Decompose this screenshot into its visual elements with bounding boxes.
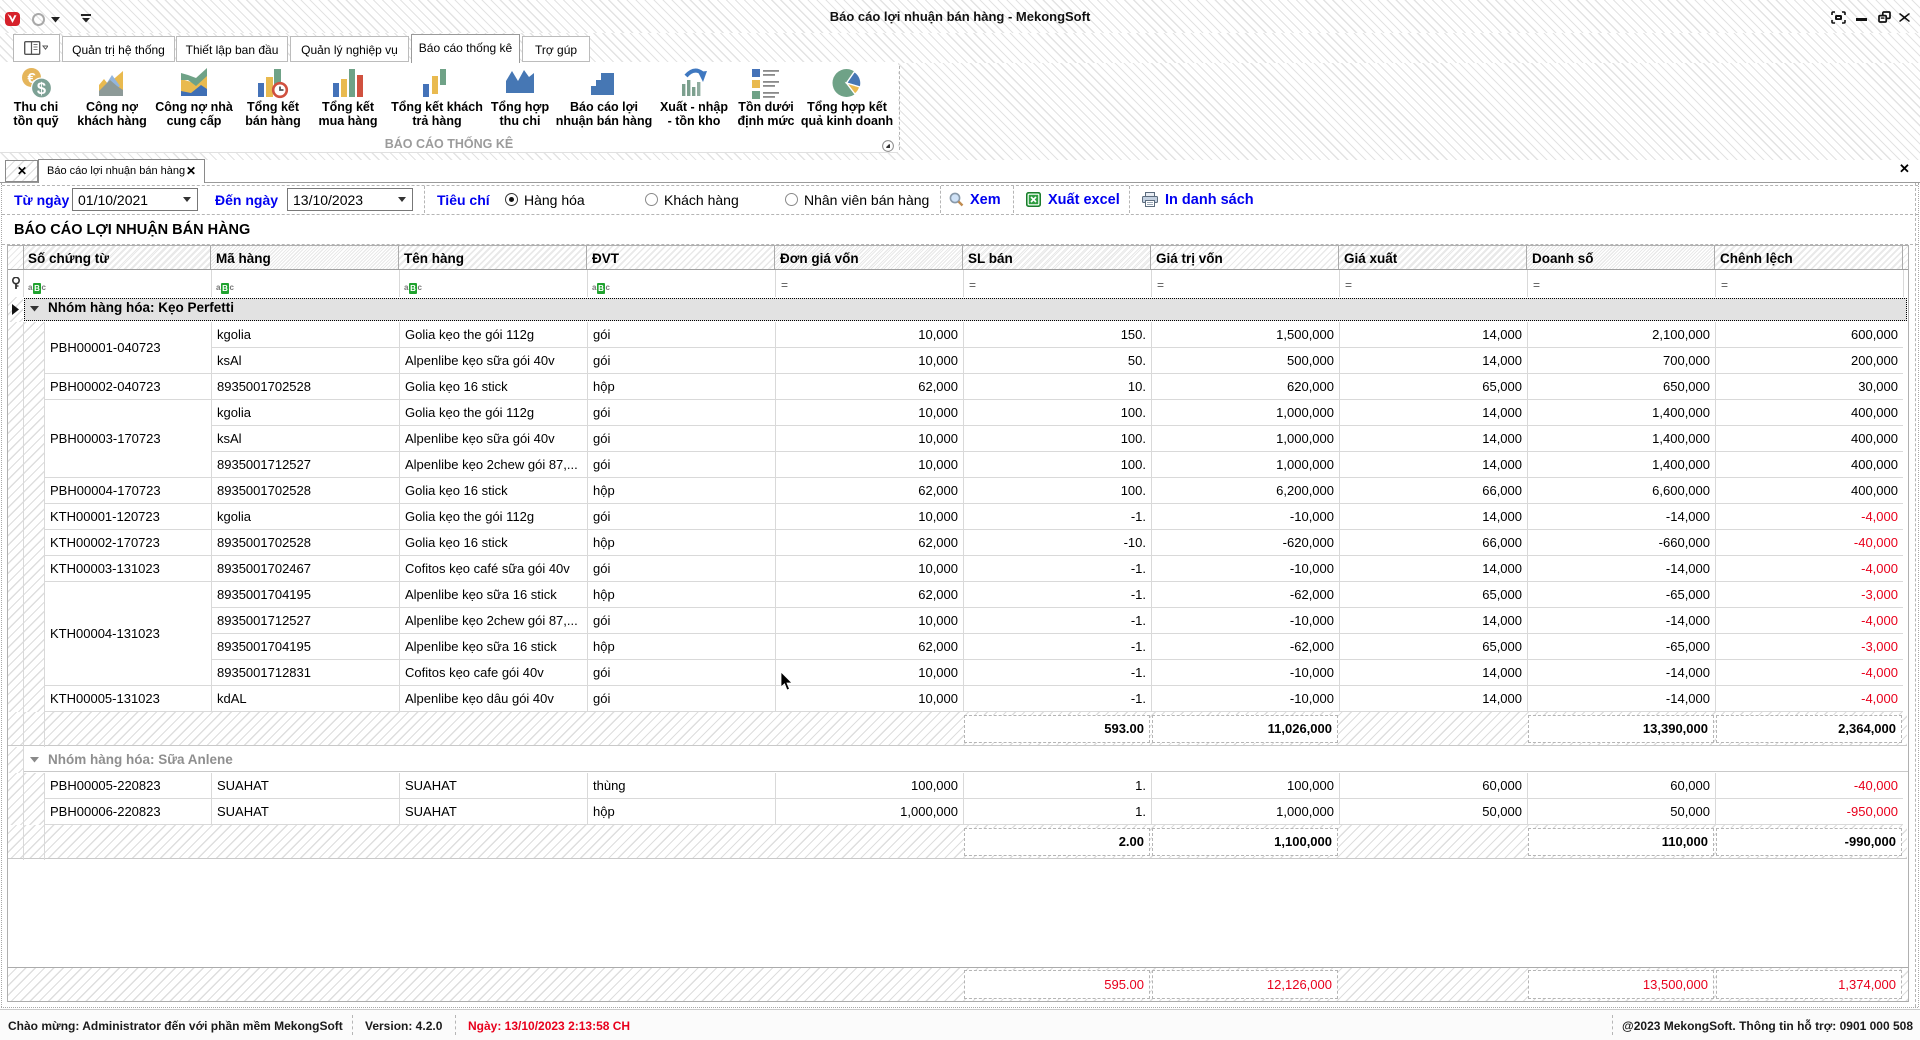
svg-text:$: $ <box>37 80 46 98</box>
svg-text:€: € <box>27 70 36 87</box>
